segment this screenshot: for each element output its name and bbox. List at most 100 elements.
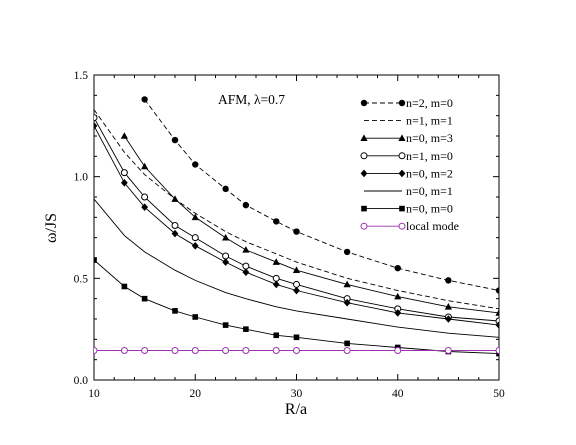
legend-item: n=0, m=1 — [364, 184, 453, 198]
series-line — [94, 198, 499, 338]
data-point — [293, 228, 300, 235]
data-point — [394, 309, 402, 317]
data-point — [120, 178, 128, 187]
data-point — [444, 315, 452, 323]
data-point — [293, 286, 300, 295]
series-line — [144, 99, 499, 291]
data-point — [273, 332, 280, 339]
legend-item: n=1, m=0 — [360, 149, 453, 163]
legend-marker — [398, 169, 406, 178]
y-tick-label: 1.0 — [74, 172, 89, 184]
y-tick-label: 1.5 — [74, 70, 89, 82]
data-point — [192, 314, 199, 320]
data-point — [171, 195, 179, 202]
data-point — [272, 274, 280, 282]
data-point — [141, 203, 149, 211]
series-1 — [94, 109, 499, 310]
legend-marker — [360, 169, 368, 178]
legend-marker — [360, 222, 368, 230]
x-tick-label: 50 — [493, 388, 505, 400]
data-point — [495, 309, 499, 316]
legend-marker — [360, 134, 368, 141]
data-point — [94, 122, 98, 130]
data-point — [171, 221, 179, 229]
series-7 — [94, 347, 499, 355]
data-point — [94, 114, 98, 122]
data-point — [141, 347, 149, 355]
data-point — [191, 242, 199, 250]
data-point — [141, 162, 149, 170]
data-point — [242, 262, 250, 270]
data-point — [343, 248, 351, 256]
series-2 — [120, 132, 499, 316]
data-point — [141, 295, 148, 302]
legend-item: n=1, m=1 — [364, 114, 453, 128]
data-point — [272, 258, 280, 265]
x-tick-label: 40 — [392, 388, 404, 400]
data-point — [495, 321, 499, 329]
data-point — [344, 340, 350, 347]
data-point — [242, 201, 250, 209]
legend-item: n=0, m=3 — [360, 131, 453, 145]
series-0 — [141, 96, 499, 294]
data-point — [343, 298, 351, 307]
data-point — [445, 277, 452, 284]
data-point — [444, 347, 452, 355]
legend-label: n=0, m=3 — [406, 131, 453, 145]
y-tick-label: 0.5 — [74, 273, 89, 285]
data-point — [444, 303, 452, 310]
data-point — [272, 347, 280, 355]
data-point — [242, 268, 250, 277]
legend-label: n=1, m=1 — [406, 114, 453, 128]
data-point — [172, 308, 178, 314]
legend-marker — [360, 152, 368, 160]
data-point — [171, 136, 179, 144]
legend: n=2, m=0 n=1, m=1 n=0, m=3 n=1, m=0 n=0, m=2… — [360, 96, 459, 233]
legend-label: n=0, m=2 — [406, 166, 453, 180]
data-point — [141, 193, 149, 201]
data-point — [192, 161, 199, 168]
legend-marker — [398, 222, 406, 230]
data-point — [222, 258, 230, 266]
series-3 — [94, 114, 499, 325]
data-point — [343, 347, 351, 355]
data-point — [394, 347, 402, 355]
data-point — [222, 322, 229, 328]
series-5 — [94, 198, 499, 338]
series-line — [124, 135, 499, 314]
legend-label: n=0, m=1 — [406, 184, 453, 198]
x-axis-label: R/a — [285, 401, 307, 418]
data-point — [171, 229, 179, 238]
data-point — [121, 283, 128, 290]
data-point — [191, 347, 199, 355]
data-point — [222, 233, 230, 241]
data-point — [495, 347, 499, 355]
data-point — [273, 218, 280, 225]
x-tick-label: 10 — [88, 388, 100, 400]
data-point — [495, 287, 499, 294]
y-tick-label: 0.0 — [74, 375, 89, 387]
data-point — [141, 96, 148, 103]
legend-label: n=1, m=0 — [406, 149, 453, 163]
data-point — [293, 347, 300, 355]
chart-annotation: AFM, λ=0.7 — [218, 92, 285, 107]
legend-marker — [398, 152, 406, 160]
data-point — [293, 334, 300, 341]
series-line — [94, 109, 499, 310]
legend-label: n=0, m=0 — [406, 202, 453, 216]
legend-marker — [398, 99, 406, 107]
y-axis-label: ω/JS — [43, 213, 60, 243]
data-point — [120, 347, 128, 355]
data-point — [394, 292, 402, 300]
legend-item: n=0, m=0 — [361, 202, 453, 216]
legend-item: n=2, m=0 — [360, 96, 453, 110]
data-point — [120, 169, 128, 177]
data-point — [191, 234, 199, 242]
data-point — [242, 246, 250, 253]
data-point — [293, 280, 300, 288]
data-point — [243, 326, 249, 332]
data-point — [242, 347, 250, 355]
legend-marker — [361, 205, 367, 212]
series-layer — [94, 96, 499, 357]
